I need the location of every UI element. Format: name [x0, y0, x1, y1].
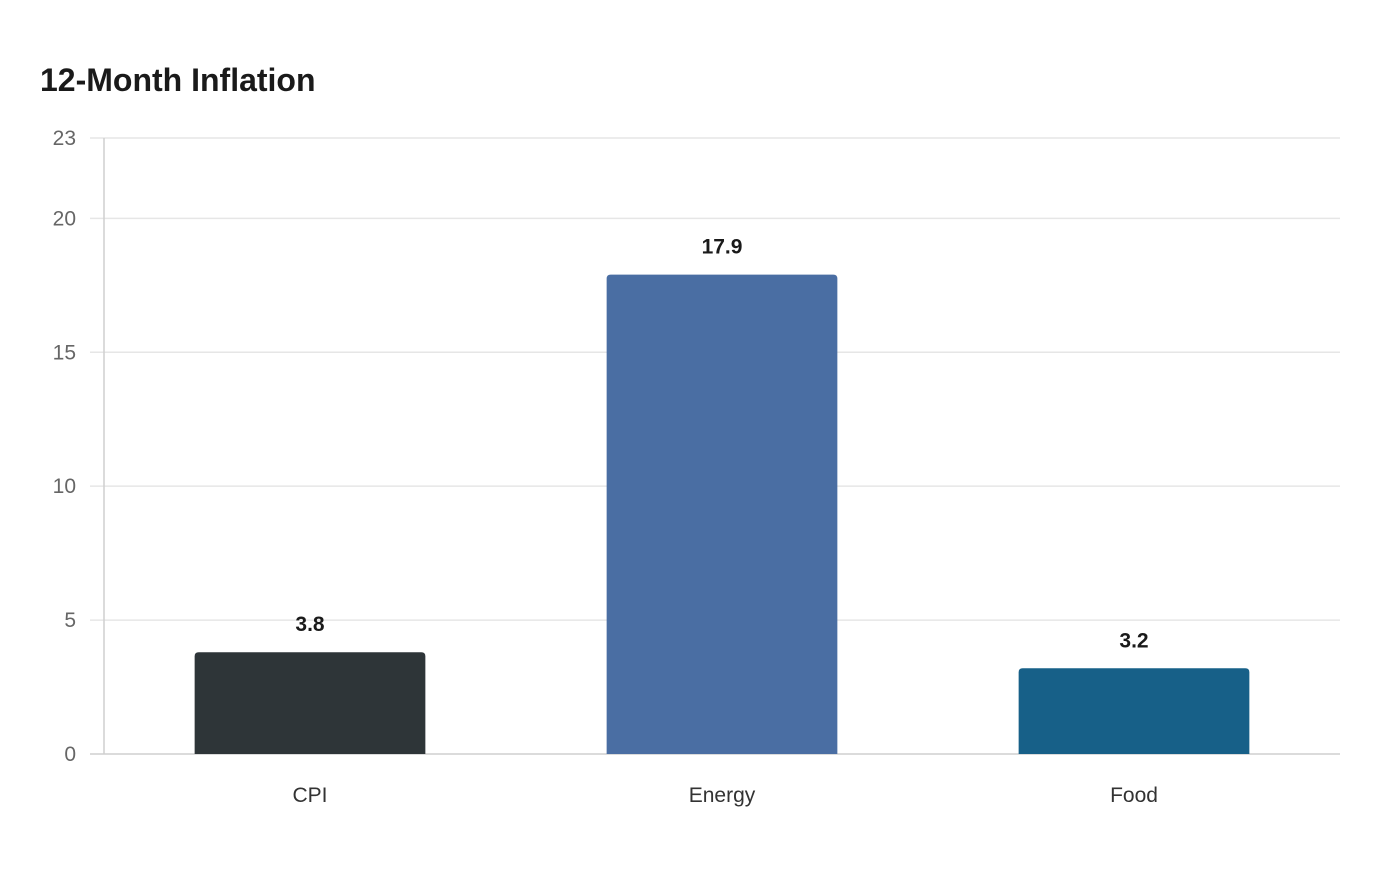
y-tick-label: 15 [53, 341, 76, 364]
data-labels: 3.8 17.9 3.2 [295, 236, 1148, 653]
x-tick-label-energy: Energy [689, 784, 756, 807]
x-tick-label-food: Food [1110, 784, 1158, 807]
data-label-energy: 17.9 [702, 236, 743, 259]
y-tick-label: 10 [53, 475, 76, 498]
x-axis-ticks: CPI Energy Food [292, 784, 1157, 807]
data-label-cpi: 3.8 [295, 613, 325, 636]
y-tick-label: 5 [64, 609, 76, 632]
x-tick-label-cpi: CPI [292, 784, 327, 807]
bar-food [1018, 668, 1250, 754]
data-label-food: 3.2 [1119, 629, 1148, 652]
y-tick-label: 23 [53, 127, 76, 150]
bar-energy [606, 274, 838, 754]
bars [194, 274, 1250, 754]
y-tick-label: 20 [53, 207, 76, 230]
bar-cpi [194, 652, 426, 754]
chart-title: 12-Month Inflation [40, 62, 316, 98]
y-tick-label: 0 [64, 743, 76, 766]
y-axis-ticks: 0 5 10 15 20 23 [53, 127, 76, 766]
